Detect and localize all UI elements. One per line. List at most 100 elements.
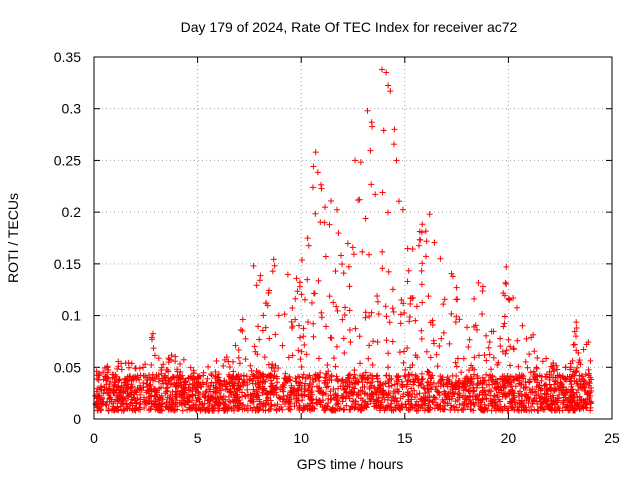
- data-point: [293, 378, 300, 385]
- data-point: [466, 367, 473, 374]
- data-point: [315, 387, 322, 394]
- data-point: [132, 407, 139, 414]
- data-point: [522, 358, 529, 365]
- data-point: [486, 351, 493, 358]
- data-point: [364, 107, 371, 114]
- data-point: [131, 395, 138, 402]
- data-point: [438, 335, 445, 342]
- data-point: [305, 242, 312, 249]
- data-point: [186, 393, 193, 400]
- data-point: [272, 331, 279, 338]
- data-point: [468, 362, 475, 369]
- data-point: [429, 372, 436, 379]
- data-point: [135, 406, 142, 413]
- data-point: [569, 357, 576, 364]
- data-point: [174, 397, 181, 404]
- data-point: [260, 403, 267, 410]
- data-point: [352, 374, 359, 381]
- data-point: [383, 404, 390, 411]
- data-point: [463, 378, 470, 385]
- data-point: [106, 387, 113, 394]
- data-point: [106, 395, 113, 402]
- data-point: [465, 343, 472, 350]
- data-point: [559, 383, 566, 390]
- data-point: [392, 404, 399, 411]
- data-point: [114, 365, 121, 372]
- data-point: [502, 350, 509, 357]
- data-point: [406, 318, 413, 325]
- data-point: [379, 265, 386, 272]
- data-point: [239, 316, 246, 323]
- data-point: [380, 392, 387, 399]
- data-point: [301, 341, 308, 348]
- data-point: [154, 396, 161, 403]
- data-point: [215, 371, 222, 378]
- data-point: [176, 361, 183, 368]
- data-point: [385, 82, 392, 89]
- data-point: [460, 387, 467, 394]
- data-point: [308, 299, 315, 306]
- data-point: [155, 355, 162, 362]
- data-point: [439, 396, 446, 403]
- data-point: [579, 373, 586, 380]
- data-point: [451, 391, 458, 398]
- data-point: [495, 384, 502, 391]
- data-point: [333, 206, 340, 213]
- data-point: [469, 365, 476, 372]
- data-point: [164, 381, 171, 388]
- data-point: [123, 382, 130, 389]
- data-point: [353, 378, 360, 385]
- data-point: [441, 388, 448, 395]
- data-point: [462, 383, 469, 390]
- data-point: [298, 291, 305, 298]
- data-point: [96, 403, 103, 410]
- data-point: [393, 157, 400, 164]
- data-point: [404, 345, 411, 352]
- data-point: [256, 400, 263, 407]
- data-point: [118, 407, 125, 414]
- data-point: [190, 367, 197, 374]
- data-point: [386, 319, 393, 326]
- data-point: [326, 293, 333, 300]
- data-point: [307, 407, 314, 414]
- data-point: [243, 373, 250, 380]
- data-point: [415, 382, 422, 389]
- data-point: [170, 399, 177, 406]
- data-point: [554, 397, 561, 404]
- data-point: [568, 373, 575, 380]
- data-point: [441, 296, 448, 303]
- data-point: [412, 401, 419, 408]
- data-point: [550, 368, 557, 375]
- data-point: [532, 388, 539, 395]
- data-point: [403, 381, 410, 388]
- data-point: [315, 355, 322, 362]
- data-point: [399, 384, 406, 391]
- data-point: [450, 390, 457, 397]
- data-point: [369, 375, 376, 382]
- data-point: [385, 268, 392, 275]
- data-point: [196, 391, 203, 398]
- data-point: [436, 389, 443, 396]
- data-point: [153, 391, 160, 398]
- data-point: [287, 377, 294, 384]
- data-point: [242, 335, 249, 342]
- data-point: [504, 372, 511, 379]
- data-point: [470, 399, 477, 406]
- x-axis-label: GPS time / hours: [297, 456, 404, 472]
- data-point: [251, 343, 258, 350]
- data-point: [340, 392, 347, 399]
- data-point: [471, 354, 478, 361]
- data-point: [352, 403, 359, 410]
- data-point: [588, 376, 595, 383]
- data-point: [166, 356, 173, 363]
- data-point: [211, 399, 218, 406]
- data-point: [405, 371, 412, 378]
- data-point: [313, 396, 320, 403]
- data-point: [330, 299, 337, 306]
- data-point: [347, 339, 354, 346]
- data-point: [507, 373, 514, 380]
- axis-ticks: [93, 56, 613, 420]
- data-point: [273, 406, 280, 413]
- data-point: [288, 318, 295, 325]
- data-point: [582, 387, 589, 394]
